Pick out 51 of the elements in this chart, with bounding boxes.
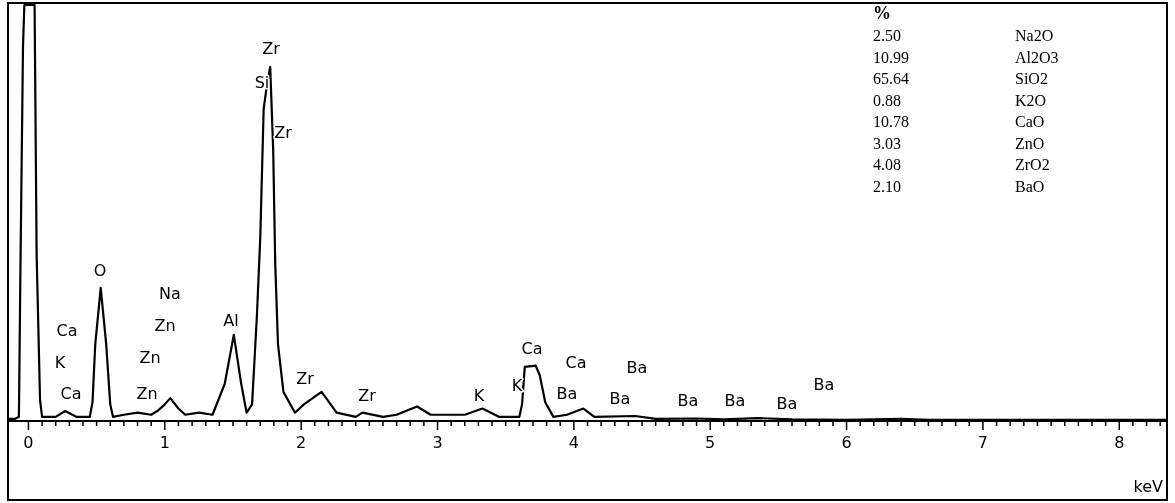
annotation: Zr: [274, 122, 293, 142]
x-tick-label: 5: [705, 433, 716, 452]
annotation: 10.99: [873, 48, 909, 66]
annotation: ZrO2: [1015, 156, 1050, 173]
annotation: 2.10: [873, 177, 901, 195]
annotation: BaO: [1015, 177, 1045, 195]
annotation: K2O: [1015, 91, 1047, 109]
annotation: Ba: [677, 390, 699, 410]
annotation: 0.88: [873, 91, 901, 109]
annotation: Ba: [776, 393, 798, 413]
annotation: K: [54, 352, 66, 372]
annotation: 10.78: [873, 113, 909, 130]
annotation: 2.50: [873, 27, 901, 44]
annotation: Al: [223, 310, 239, 330]
annotation: O: [93, 260, 107, 280]
annotation: Ba: [626, 357, 648, 377]
annotation: Na2O: [1015, 27, 1054, 44]
annotation: Ca: [56, 320, 78, 340]
annotation: CaO: [1015, 113, 1045, 130]
annotation: 3.03: [873, 134, 901, 152]
annotation: Zn: [136, 383, 158, 403]
x-tick-label: 0: [23, 433, 34, 452]
annotation: ZnO: [1015, 134, 1045, 152]
annotation: Al2O3: [1015, 48, 1059, 66]
x-tick-label: 6: [841, 433, 852, 452]
annotation: 4.08: [873, 156, 901, 173]
annotation: Ba: [556, 383, 578, 403]
annotation: Ba: [609, 388, 631, 408]
annotation: 65.64: [873, 70, 909, 87]
x-tick-label: 2: [296, 433, 307, 452]
annotation: Zr: [262, 38, 281, 58]
annotation: K: [511, 375, 523, 395]
annotation: K: [473, 385, 485, 405]
annotation: SiO2: [1015, 70, 1048, 87]
x-tick-label: 7: [977, 433, 989, 452]
annotation: Ca: [565, 352, 587, 372]
annotation: Zr: [296, 368, 315, 388]
annotation: Zr: [358, 385, 377, 405]
x-axis-title: keV: [1133, 477, 1164, 496]
annotation: Ba: [724, 390, 746, 410]
annotation: Ca: [521, 338, 543, 358]
x-tick-label: 8: [1114, 433, 1125, 452]
annotation: Zn: [139, 347, 161, 367]
annotation: Zn: [154, 315, 176, 335]
x-tick-label: 1: [159, 433, 170, 452]
annotation: %: [873, 3, 891, 23]
annotation: Na: [159, 283, 181, 303]
annotation: Ba: [813, 374, 835, 394]
x-tick-label: 4: [568, 433, 579, 452]
x-tick-label: 3: [432, 433, 443, 452]
annotation: Ca: [60, 383, 82, 403]
